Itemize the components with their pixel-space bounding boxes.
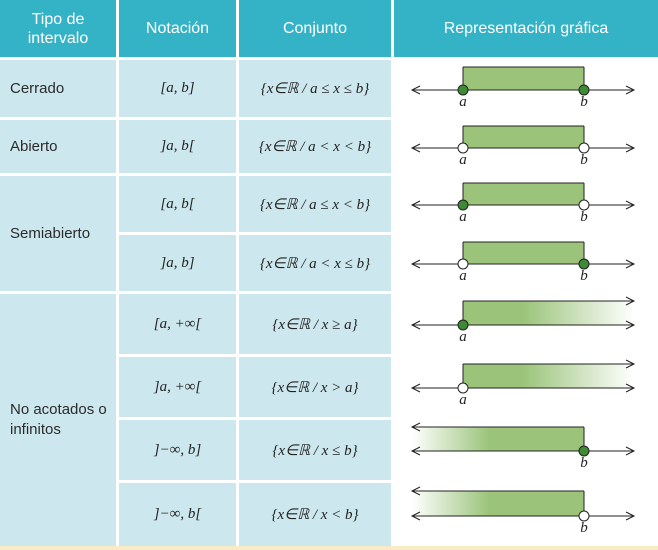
header-tipo-de-intervalo: Tipo de intervalo [0, 0, 116, 57]
notation-cell: [a, b[ [119, 176, 236, 232]
endpoint-label-b: b [580, 152, 588, 168]
interval-band [463, 364, 634, 388]
notation-cell: ]−∞, b[ [119, 483, 236, 546]
notation-cell: ]a, b[ [119, 120, 236, 173]
notation-cell: ]a, +∞[ [119, 357, 236, 417]
closed-endpoint-b [578, 84, 590, 96]
interval-band [463, 301, 634, 325]
endpoint-label-b: b [580, 268, 588, 284]
open-endpoint-b [578, 199, 590, 211]
interval-band [463, 126, 584, 148]
closed-endpoint-a [457, 199, 469, 211]
number-line-graph: b [410, 422, 636, 471]
axis-arrow-right [625, 446, 636, 456]
axis-arrow-right [625, 383, 636, 393]
endpoint-label-a: a [459, 94, 467, 110]
set-cell: {x∈ℝ / a < x < b} [239, 120, 391, 173]
axis-arrow-right [625, 320, 636, 330]
axis-arrow-right [625, 200, 636, 210]
band-arrow-left [410, 422, 421, 432]
endpoint-label-a: a [459, 268, 467, 284]
axis-arrow-right [625, 143, 636, 153]
closed-endpoint-a [457, 319, 469, 331]
axis-arrow-left [410, 383, 421, 393]
open-endpoint-a [457, 382, 469, 394]
group-label-no-acotados: No acotados o infinitos [0, 294, 116, 546]
interval-band [463, 242, 584, 264]
header-notacion: Notación [119, 0, 236, 57]
number-line-graph: a [410, 296, 636, 345]
open-endpoint-b [578, 142, 590, 154]
endpoint-label-a: a [459, 329, 467, 345]
axis-arrow-left [410, 259, 421, 269]
axis-arrow-left [410, 85, 421, 95]
endpoint-label-b: b [580, 209, 588, 225]
notation-cell: [a, b] [119, 60, 236, 117]
interval-band [412, 427, 584, 451]
number-line-graph: b [410, 486, 636, 536]
closed-endpoint-b [578, 258, 590, 270]
group-label-semiabierto: Semiabierto [0, 176, 116, 291]
endpoint-label-b: b [580, 520, 588, 536]
set-cell: {x∈ℝ / x < b} [239, 483, 391, 546]
endpoint-label-b: b [580, 455, 588, 471]
set-cell: {x∈ℝ / a ≤ x < b} [239, 176, 391, 232]
axis-arrow-right [625, 85, 636, 95]
axis-arrow-right [625, 511, 636, 521]
open-endpoint-a [457, 142, 469, 154]
closed-endpoint-a [457, 84, 469, 96]
header-representacion-grafica: Representación gráfica [394, 0, 658, 57]
graph-cell: a [394, 357, 658, 417]
endpoint-label-a: a [459, 392, 467, 408]
band-arrow-left [410, 486, 421, 496]
band-arrow-right [625, 296, 636, 306]
notation-cell: ]−∞, b] [119, 420, 236, 480]
notation-cell: [a, +∞[ [119, 294, 236, 354]
set-cell: {x∈ℝ / x > a} [239, 357, 391, 417]
set-cell: {x∈ℝ / a ≤ x ≤ b} [239, 60, 391, 117]
endpoint-label-b: b [580, 94, 588, 110]
graph-cell: b [394, 420, 658, 480]
interval-band [412, 491, 584, 516]
axis-arrow-left [410, 143, 421, 153]
open-endpoint-a [457, 258, 469, 270]
endpoint-label-a: a [459, 152, 467, 168]
set-cell: {x∈ℝ / x ≥ a} [239, 294, 391, 354]
band-arrow-right [625, 359, 636, 369]
graph-cell: b [394, 483, 658, 546]
notation-cell: ]a, b] [119, 235, 236, 291]
header-conjunto: Conjunto [239, 0, 391, 57]
open-endpoint-b [578, 510, 590, 522]
set-cell: {x∈ℝ / x ≤ b} [239, 420, 391, 480]
group-label-abierto: Abierto [0, 120, 116, 173]
interval-band [463, 67, 584, 90]
axis-arrow-left [410, 320, 421, 330]
axis-arrow-left [410, 511, 421, 521]
closed-endpoint-b [578, 445, 590, 457]
number-line-graph: a [410, 359, 636, 408]
axis-arrow-left [410, 200, 421, 210]
axis-arrow-right [625, 259, 636, 269]
axis-arrow-left [410, 446, 421, 456]
group-label-cerrado: Cerrado [0, 60, 116, 117]
set-cell: {x∈ℝ / a < x ≤ b} [239, 235, 391, 291]
graph-cell: a [394, 294, 658, 354]
endpoint-label-a: a [459, 209, 467, 225]
footer-strip [0, 546, 658, 550]
interval-band [463, 183, 584, 205]
